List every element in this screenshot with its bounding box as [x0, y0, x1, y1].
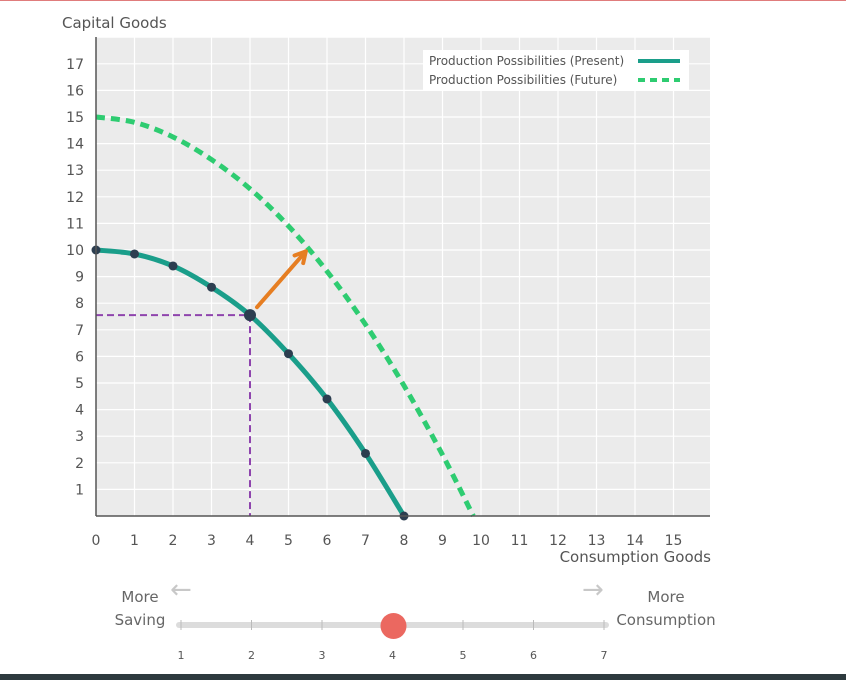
- x-tick-label: 4: [246, 533, 255, 549]
- selected-point: [244, 309, 256, 322]
- x-tick-label: 7: [361, 533, 370, 549]
- legend-label-present: Production Possibilities (Present): [429, 54, 624, 68]
- arrow-left-icon: ←: [170, 575, 192, 605]
- curves: [91, 114, 476, 521]
- x-tick-label: 2: [169, 533, 178, 549]
- x-tick-label: 12: [549, 533, 567, 549]
- y-tick-label: 15: [66, 110, 84, 126]
- x-tick-label: 15: [665, 533, 683, 549]
- y-tick-label: 10: [66, 243, 84, 259]
- y-tick-label: 6: [75, 349, 84, 365]
- more-saving-line1: More: [121, 588, 159, 606]
- bottom-bar: [0, 674, 846, 680]
- y-tick-label: 4: [75, 403, 84, 419]
- more-consumption-line2: Consumption: [616, 611, 716, 629]
- x-tick-label: 10: [472, 533, 490, 549]
- legend-box: [423, 50, 689, 90]
- y-tick-label: 8: [75, 296, 84, 312]
- more-saving-label: More Saving: [105, 586, 175, 632]
- x-tick-label: 5: [284, 533, 293, 549]
- present-ppf-point: [361, 448, 370, 458]
- x-tick-label: 8: [400, 533, 409, 549]
- y-tick-label: 14: [66, 137, 84, 153]
- x-tick-label: 13: [588, 533, 606, 549]
- x-tick-label: 14: [626, 533, 644, 549]
- top-accent-line: [0, 0, 846, 1]
- legend-label-future: Production Possibilities (Future): [429, 73, 617, 87]
- x-axis-label: Consumption Goods: [560, 548, 712, 566]
- present-ppf-point: [322, 394, 332, 404]
- axes: [95, 37, 710, 517]
- x-tick-label: 1: [130, 533, 139, 549]
- present-ppf-point: [168, 261, 178, 271]
- y-tick-label: 17: [66, 57, 84, 73]
- x-tick-label: 6: [323, 533, 332, 549]
- y-tick-label: 2: [75, 456, 84, 472]
- y-tick-label: 5: [75, 376, 84, 392]
- more-saving-line2: Saving: [114, 611, 166, 629]
- present-ppf-point: [130, 249, 139, 259]
- present-ppf-point: [284, 349, 293, 359]
- x-tick-label: 3: [207, 533, 216, 549]
- x-tick-label: 11: [511, 533, 529, 549]
- y-axis-label: Capital Goods: [62, 14, 167, 32]
- present-ppf-point: [207, 282, 216, 292]
- more-consumption-line1: More: [647, 588, 685, 606]
- x-tick-label: 9: [438, 533, 447, 549]
- y-tick-label: 12: [66, 190, 84, 206]
- y-tick-label: 3: [75, 429, 84, 445]
- x-tick-label: 0: [92, 533, 101, 549]
- legend: Production Possibilities (Present) Produ…: [423, 50, 689, 90]
- y-tick-label: 1: [75, 482, 84, 498]
- y-tick-label: 9: [75, 270, 84, 286]
- y-tick-label: 13: [66, 163, 84, 179]
- y-tick-label: 16: [66, 83, 84, 99]
- shift-arrow-line: [255, 249, 308, 310]
- y-tick-label: 7: [75, 323, 84, 339]
- arrow-right-icon: →: [582, 575, 604, 605]
- y-tick-label: 11: [66, 216, 84, 232]
- shift-arrow-head: [292, 249, 308, 266]
- tick-labels: 0 1 2 3 4 5 6 7 8 9 10 11 12 13 14 15123456789101112131…: [66, 57, 682, 549]
- more-consumption-label: More Consumption: [612, 586, 720, 632]
- future-ppf-line: [95, 114, 476, 518]
